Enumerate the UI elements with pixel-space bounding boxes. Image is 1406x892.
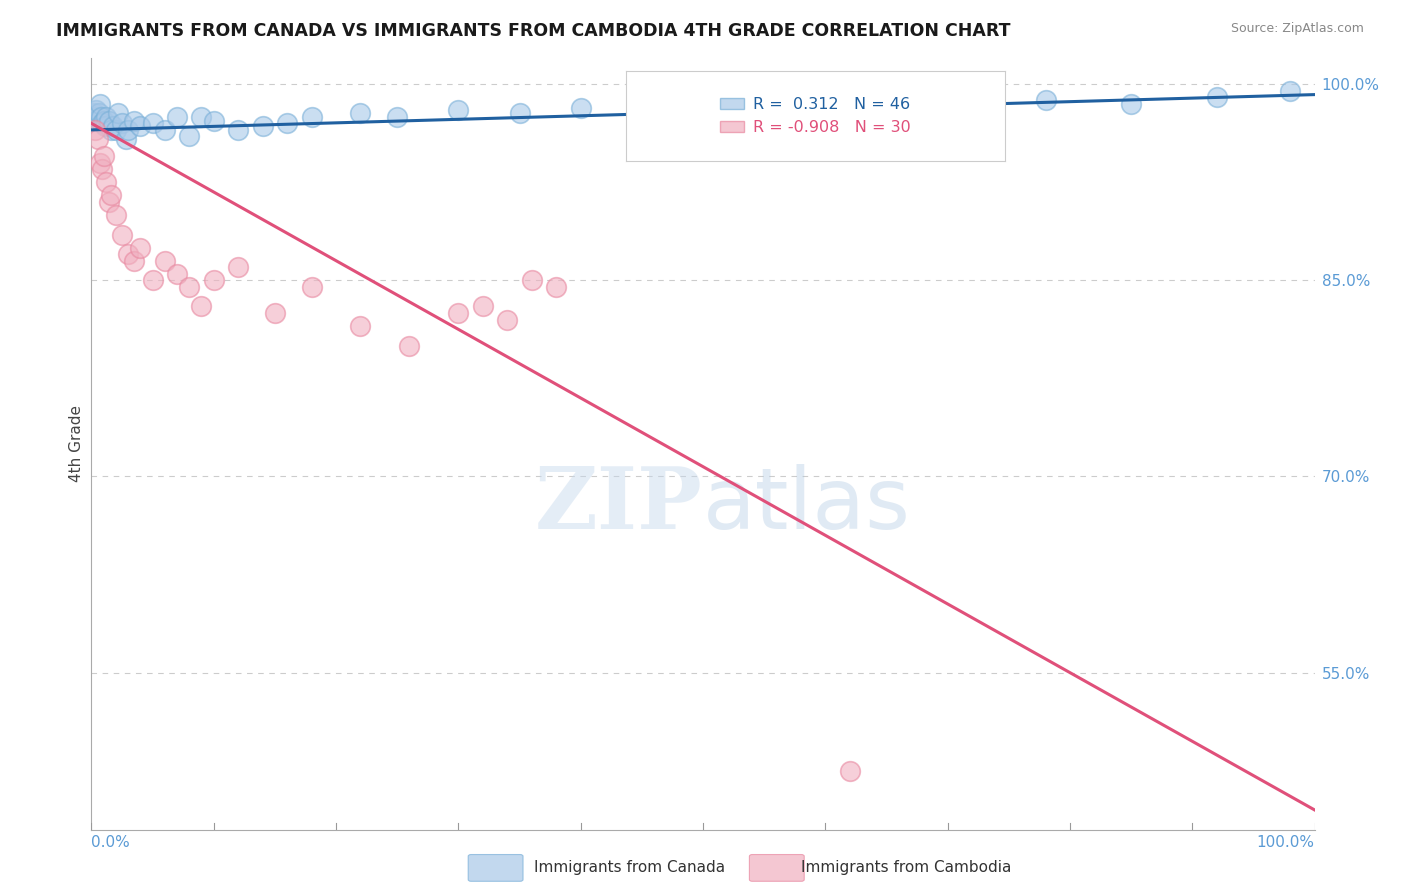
Point	[447, 306, 470, 320]
Point	[875, 103, 898, 118]
Point	[301, 280, 323, 294]
Text: 100.0%: 100.0%	[1257, 836, 1315, 850]
Point	[202, 273, 225, 287]
Point	[153, 253, 176, 268]
Point	[129, 241, 152, 255]
Point	[111, 227, 134, 242]
Point	[87, 106, 110, 120]
Point	[86, 112, 108, 127]
Point	[104, 208, 127, 222]
Point	[276, 116, 298, 130]
Point	[166, 110, 188, 124]
Point	[190, 300, 212, 314]
Point	[89, 96, 111, 111]
Point	[111, 116, 134, 130]
Point	[94, 110, 117, 124]
Point	[226, 123, 249, 137]
Point	[190, 110, 212, 124]
Point	[202, 113, 225, 128]
Point	[107, 106, 129, 120]
Point	[1121, 96, 1143, 111]
Point	[509, 106, 531, 120]
Point	[226, 260, 249, 275]
Point	[1279, 84, 1302, 98]
Point	[496, 312, 519, 326]
Point	[97, 194, 120, 209]
Point	[100, 123, 122, 137]
Point	[179, 280, 201, 294]
Point	[1035, 93, 1057, 107]
Point	[83, 106, 105, 120]
Point	[447, 103, 470, 118]
Point	[814, 106, 837, 120]
Point	[89, 155, 111, 169]
Point	[122, 113, 145, 128]
Point	[129, 119, 152, 133]
Point	[153, 123, 176, 137]
Point	[91, 116, 114, 130]
Point	[84, 103, 107, 118]
Text: Source: ZipAtlas.com: Source: ZipAtlas.com	[1230, 22, 1364, 36]
Point	[166, 267, 188, 281]
Point	[91, 162, 114, 177]
Text: Immigrants from Canada: Immigrants from Canada	[534, 860, 725, 874]
Point	[264, 306, 287, 320]
Text: IMMIGRANTS FROM CANADA VS IMMIGRANTS FROM CAMBODIA 4TH GRADE CORRELATION CHART: IMMIGRANTS FROM CANADA VS IMMIGRANTS FRO…	[56, 22, 1011, 40]
Point	[692, 103, 714, 118]
Text: ZIP: ZIP	[536, 464, 703, 548]
Y-axis label: 4th Grade: 4th Grade	[69, 405, 84, 483]
Point	[398, 339, 420, 353]
Point	[93, 113, 115, 128]
Text: atlas: atlas	[703, 464, 911, 547]
Point	[94, 175, 117, 189]
Point	[546, 280, 568, 294]
Text: Immigrants from Cambodia: Immigrants from Cambodia	[801, 860, 1012, 874]
Point	[301, 110, 323, 124]
Point	[104, 123, 127, 137]
Legend: R =  0.312   N = 46, R = -0.908   N = 30: R = 0.312 N = 46, R = -0.908 N = 30	[713, 91, 918, 141]
Point	[252, 119, 274, 133]
Point	[103, 119, 125, 133]
Point	[349, 106, 371, 120]
Point	[1205, 90, 1227, 104]
Point	[569, 101, 592, 115]
Point	[86, 132, 108, 146]
Point	[349, 319, 371, 334]
Text: 0.0%: 0.0%	[91, 836, 131, 850]
Point	[122, 253, 145, 268]
Point	[754, 96, 776, 111]
Point	[84, 110, 107, 124]
Point	[90, 110, 112, 124]
Point	[114, 132, 136, 146]
Point	[141, 273, 163, 287]
Point	[936, 96, 959, 111]
Point	[631, 110, 654, 124]
Point	[385, 110, 409, 124]
Point	[179, 129, 201, 144]
Point	[93, 149, 115, 163]
Point	[117, 123, 139, 137]
Point	[141, 116, 163, 130]
Point	[100, 188, 122, 202]
Point	[520, 273, 543, 287]
Point	[838, 764, 860, 778]
Point	[97, 113, 120, 128]
Point	[471, 300, 494, 314]
Point	[117, 247, 139, 261]
Point	[84, 123, 107, 137]
Point	[94, 119, 117, 133]
